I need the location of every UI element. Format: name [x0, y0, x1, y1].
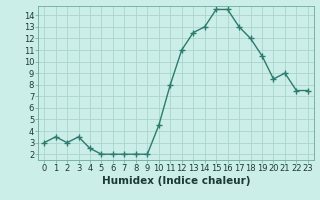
X-axis label: Humidex (Indice chaleur): Humidex (Indice chaleur) [102, 176, 250, 186]
